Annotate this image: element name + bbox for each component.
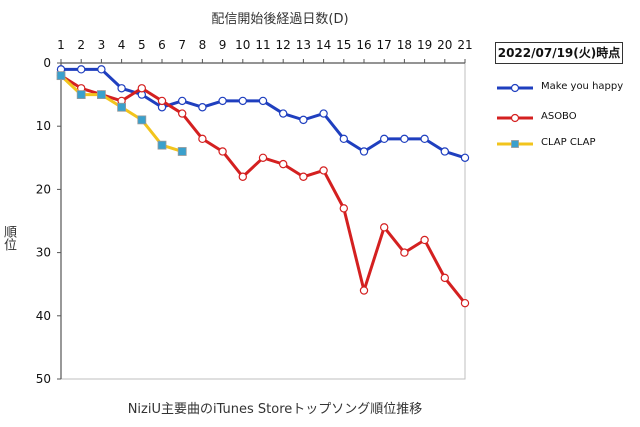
x-tick-label: 5 [138, 38, 146, 52]
x-tick-label: 6 [158, 38, 166, 52]
data-point-make-you-happy [258, 96, 268, 106]
date-label: 2022/07/19(火)時点 [495, 42, 623, 64]
data-point-make-you-happy [359, 147, 369, 156]
legend-swatch-asobo [497, 113, 533, 123]
data-point-make-you-happy [339, 134, 348, 144]
data-point-asobo [359, 286, 369, 295]
data-point-clap-clap [76, 90, 86, 99]
data-point-asobo [279, 159, 288, 169]
x-tick-label: 21 [457, 38, 472, 52]
data-point-clap-clap [177, 147, 187, 156]
data-point-clap-clap [157, 140, 167, 150]
series-clap-clap [56, 71, 187, 156]
data-point-asobo [339, 204, 348, 213]
data-point-make-you-happy [177, 96, 187, 106]
data-point-asobo [400, 248, 409, 257]
legend-swatch-make-you-happy [497, 83, 533, 93]
x-tick-label: 20 [437, 38, 452, 52]
x-tick-label: 12 [276, 38, 291, 52]
series-make-you-happy [56, 65, 470, 162]
x-tick-label: 19 [417, 38, 432, 52]
chart-title: NiziU主要曲のiTunes Storeトップソング順位推移 [127, 402, 423, 417]
data-point-asobo [238, 172, 247, 181]
x-tick-label: 13 [296, 38, 311, 52]
x-tick-label: 8 [199, 38, 207, 52]
x-tick-label: 2 [77, 38, 85, 52]
legend-item-asobo: ASOBO [495, 110, 635, 126]
data-point-asobo [198, 134, 207, 144]
y-tick-label: 20 [36, 182, 51, 196]
legend-label-clap-clap: CLAP CLAP [541, 137, 596, 148]
data-point-make-you-happy [420, 134, 429, 144]
x-tick-label: 10 [235, 38, 250, 52]
data-point-clap-clap [97, 90, 106, 99]
data-point-make-you-happy [198, 103, 207, 112]
data-point-asobo [420, 235, 429, 245]
data-point-clap-clap [56, 71, 66, 81]
series-layer [56, 65, 470, 308]
data-point-make-you-happy [460, 153, 470, 162]
legend-swatch-clap-clap [497, 140, 533, 148]
data-point-make-you-happy [380, 134, 389, 144]
data-point-make-you-happy [218, 96, 227, 106]
legend-label-asobo: ASOBO [541, 111, 577, 122]
data-point-clap-clap [117, 102, 126, 112]
data-point-asobo [299, 172, 308, 181]
x-tick-label: 11 [255, 38, 270, 52]
x-tick-label: 15 [336, 38, 351, 52]
data-point-asobo [319, 166, 328, 175]
data-point-make-you-happy [279, 109, 288, 118]
data-point-make-you-happy [299, 115, 308, 125]
data-point-asobo [440, 273, 449, 283]
y-tick-label: 10 [36, 119, 51, 133]
data-point-make-you-happy [117, 84, 126, 93]
data-point-asobo [258, 153, 268, 162]
data-point-clap-clap [137, 115, 147, 125]
y-tick-label: 0 [43, 56, 51, 70]
x-tick-label: 17 [377, 38, 392, 52]
top-axis-title: 配信開始後経過日数(D) [211, 12, 349, 27]
x-tick-label: 4 [118, 38, 126, 52]
x-tick-label: 1 [57, 38, 65, 52]
data-point-make-you-happy [76, 65, 86, 74]
data-point-make-you-happy [238, 96, 247, 106]
data-point-asobo [218, 147, 227, 156]
data-point-asobo [157, 96, 167, 106]
legend-item-make-you-happy: Make you happy [495, 80, 635, 96]
data-point-make-you-happy [400, 134, 409, 144]
x-tick-label: 16 [356, 38, 371, 52]
x-tick-label: 7 [178, 38, 186, 52]
data-point-asobo [177, 109, 187, 118]
legend-label-make-you-happy: Make you happy [541, 81, 624, 92]
x-tick-label: 9 [219, 38, 227, 52]
data-point-asobo [460, 298, 470, 308]
x-tick-label: 18 [397, 38, 412, 52]
data-point-asobo [380, 223, 389, 232]
x-tick-label: 3 [98, 38, 106, 52]
data-point-make-you-happy [319, 109, 328, 118]
y-tick-label: 40 [36, 309, 51, 323]
y-axis-label: 順位 [1, 225, 16, 251]
axes: 1 2 3 4 5 6 7 8 9 10 11 12 13 14 15 16 17 18 19 20 210102030… [36, 38, 473, 386]
y-tick-label: 30 [36, 246, 51, 260]
data-point-make-you-happy [440, 147, 449, 156]
series-line-make-you-happy [61, 67, 466, 160]
legend-item-clap-clap: CLAP CLAP [495, 136, 635, 152]
data-point-asobo [137, 84, 146, 93]
data-point-make-you-happy [97, 65, 106, 74]
y-tick-label: 50 [36, 372, 51, 386]
x-tick-label: 14 [316, 38, 331, 52]
